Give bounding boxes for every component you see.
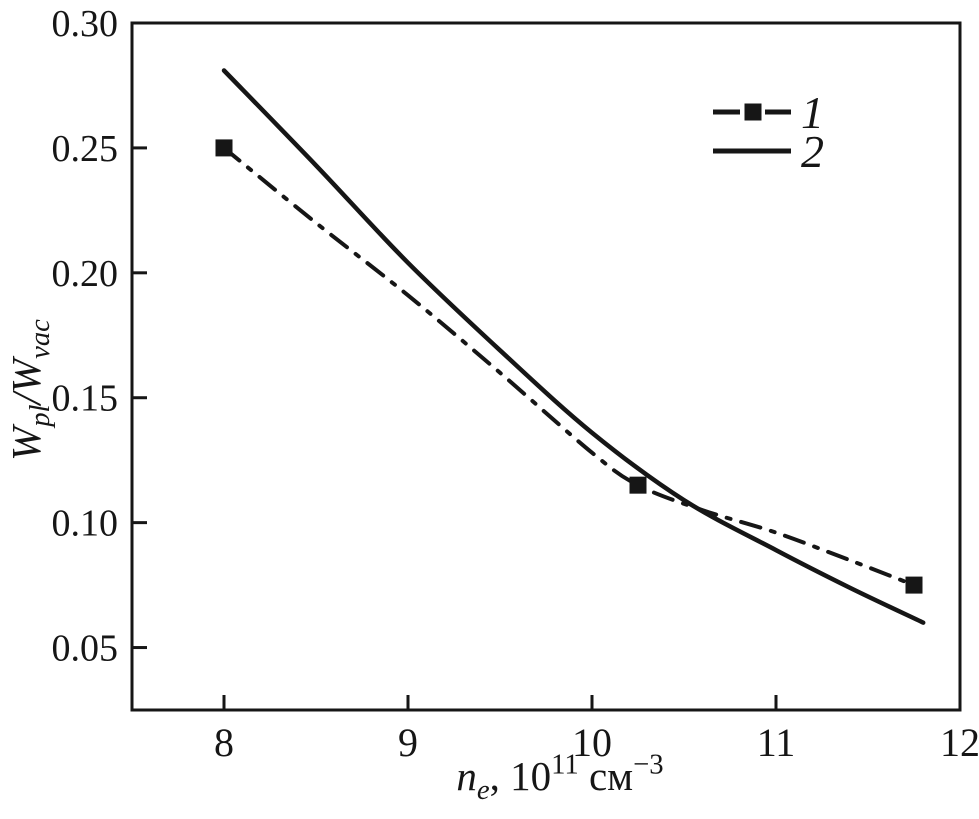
legend-sample-1-marker xyxy=(744,103,762,121)
curve-1-marker xyxy=(905,576,923,594)
plot-frame xyxy=(130,21,962,712)
legend-label-2: 2 xyxy=(801,126,824,177)
curve-1-marker xyxy=(215,139,233,157)
x-tick-label: 12 xyxy=(940,720,979,765)
x-tick-label: 11 xyxy=(757,720,796,765)
curve-1 xyxy=(222,145,916,588)
x-tick-label: 9 xyxy=(398,720,418,765)
y-tick-label: 0.05 xyxy=(52,628,119,670)
y-tick-label: 0.30 xyxy=(52,3,119,45)
y-tick-label: 0.10 xyxy=(52,503,119,545)
x-tick-label: 8 xyxy=(214,720,234,765)
legend-label-1: 1 xyxy=(801,87,824,138)
y-tick-label: 0.25 xyxy=(52,128,119,170)
curve-1-marker xyxy=(629,476,647,494)
y-tick-label: 0.15 xyxy=(52,378,119,420)
y-tick-label: 0.20 xyxy=(52,253,119,295)
y-axis-title: Wpl/Wvac xyxy=(3,319,56,461)
x-axis-title: ne, 1011 см−3 xyxy=(456,749,663,806)
x-tick-label: 10 xyxy=(572,720,612,765)
curve-2 xyxy=(221,68,926,625)
